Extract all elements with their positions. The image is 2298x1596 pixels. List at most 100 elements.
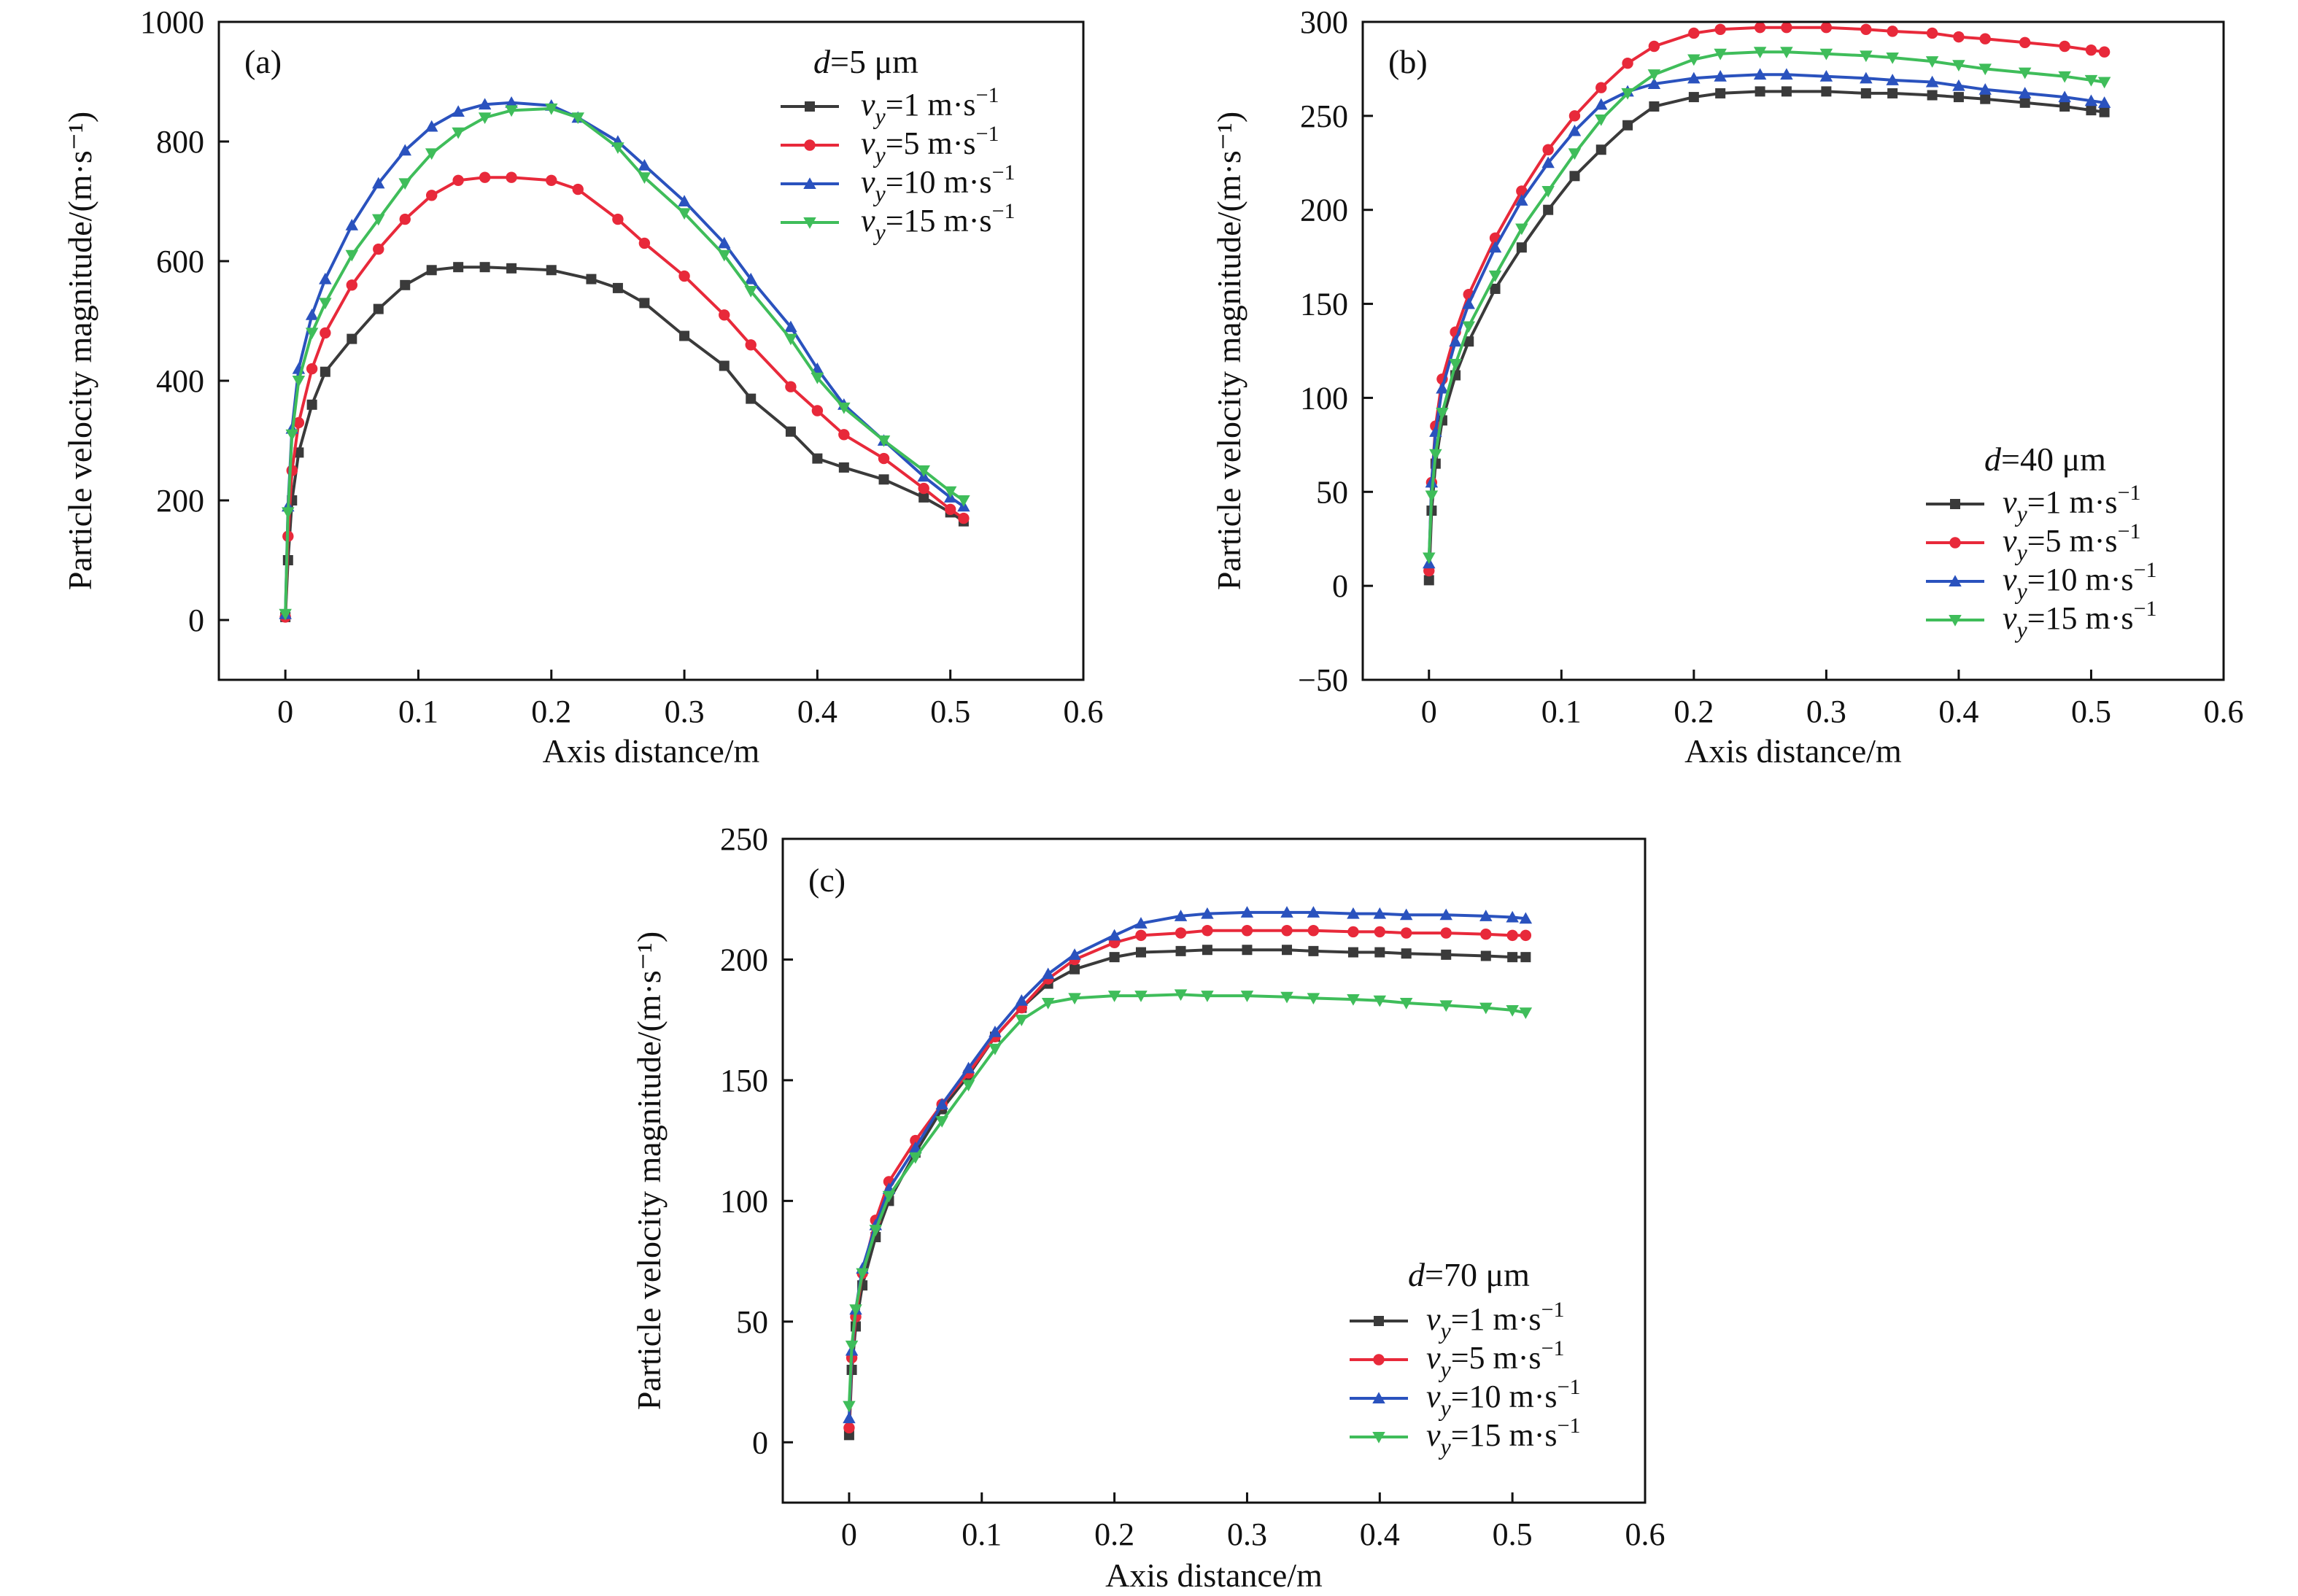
series-line-4	[1427, 50, 2105, 558]
data-point	[1135, 929, 1147, 942]
legend-entry-part: y	[2015, 500, 2028, 527]
panel-label: (b)	[1388, 43, 1428, 80]
data-point	[452, 174, 464, 186]
legend-swatch-marker	[1949, 537, 1961, 549]
data-point	[1373, 907, 1387, 919]
data-point	[1820, 22, 1833, 34]
legend-entry-part: −1	[976, 122, 999, 146]
data-point	[1439, 1000, 1452, 1012]
x-tick-label: 0.1	[398, 694, 438, 729]
data-point	[425, 190, 438, 201]
data-point	[962, 1061, 975, 1074]
series-line-1	[284, 266, 965, 617]
data-point	[1240, 991, 1254, 1002]
data-point	[957, 495, 970, 507]
data-point	[479, 262, 490, 273]
x-tick-label: 0.2	[1674, 694, 1714, 729]
legend-entry-part: =1 m·s	[886, 87, 976, 123]
data-point	[1441, 949, 1452, 960]
data-point	[1978, 63, 1992, 76]
data-point	[1174, 910, 1188, 921]
data-point	[282, 507, 295, 519]
legend-swatch-marker	[1949, 575, 1962, 586]
data-point	[1569, 171, 1580, 182]
legend-entry-part: =15 m·s	[1451, 1417, 1558, 1453]
data-point	[425, 120, 438, 132]
data-point	[719, 360, 730, 371]
data-point	[843, 1411, 856, 1424]
data-point	[1541, 185, 1555, 198]
legend-entry-part: =10 m·s	[1451, 1379, 1558, 1414]
legend-entry-part: y	[2015, 578, 2028, 604]
data-point	[845, 1340, 859, 1352]
data-point	[1374, 926, 1386, 938]
data-point	[345, 249, 359, 262]
data-point	[1347, 994, 1360, 1006]
data-point	[1175, 945, 1186, 956]
data-point	[1755, 86, 1765, 97]
data-point	[2099, 106, 2110, 117]
data-point	[571, 112, 584, 124]
data-point	[1520, 952, 1531, 963]
x-tick-label: 0.3	[1227, 1516, 1267, 1552]
data-point	[1595, 98, 1608, 110]
x-tick-label: 0.1	[1541, 694, 1582, 729]
legend-title-variable: d	[1984, 441, 2002, 478]
legend-swatch-marker	[805, 101, 815, 112]
data-point	[1506, 929, 1518, 942]
legend-entry-part: =10 m·s	[2027, 562, 2134, 597]
data-point	[505, 96, 518, 108]
data-point	[1953, 31, 1965, 43]
data-point	[1927, 90, 1938, 101]
data-point	[1134, 917, 1148, 929]
data-point	[1519, 912, 1533, 924]
series-line-3	[847, 910, 1526, 1419]
x-tick-label: 0.2	[531, 694, 571, 729]
data-point	[373, 303, 384, 314]
data-point	[1753, 68, 1767, 80]
legend-entry-part: v	[2003, 600, 2017, 636]
data-point	[2058, 90, 2071, 103]
data-point	[785, 381, 797, 392]
data-point	[398, 178, 411, 190]
data-point	[1307, 906, 1320, 918]
data-point	[320, 366, 330, 377]
data-point	[1307, 993, 1320, 1005]
data-point	[398, 144, 411, 156]
data-point	[346, 279, 358, 291]
panel-label: (a)	[244, 43, 282, 80]
data-point	[1423, 575, 1434, 586]
data-point	[745, 339, 757, 351]
data-point	[811, 372, 824, 384]
legend-entry-part: v	[2003, 562, 2017, 597]
data-point	[1688, 27, 1700, 39]
data-point	[1425, 490, 1439, 503]
data-point	[1780, 47, 1793, 58]
legend-entry-part: v	[1426, 1340, 1441, 1376]
data-point	[399, 213, 411, 225]
data-point	[1781, 86, 1792, 97]
data-point	[1479, 910, 1493, 921]
legend-entry-part: −1	[1541, 1336, 1565, 1360]
legend-entry-part: v	[861, 87, 875, 123]
data-point	[1649, 101, 1660, 112]
data-point	[2097, 77, 2111, 89]
data-point	[292, 376, 306, 387]
y-tick-label: 200	[720, 942, 768, 977]
data-point	[1506, 910, 1519, 923]
data-point	[545, 103, 558, 115]
data-point	[1568, 148, 1582, 160]
data-point	[612, 282, 623, 293]
x-tick-label: 0	[1421, 694, 1437, 729]
data-point	[2058, 71, 2071, 83]
data-point	[1347, 907, 1360, 919]
data-point	[372, 177, 385, 189]
data-point	[306, 363, 318, 375]
data-point	[1507, 952, 1518, 963]
data-point	[452, 105, 465, 117]
y-tick-label: 150	[720, 1063, 768, 1099]
data-point	[586, 274, 597, 284]
x-tick-label: 0	[277, 694, 293, 729]
